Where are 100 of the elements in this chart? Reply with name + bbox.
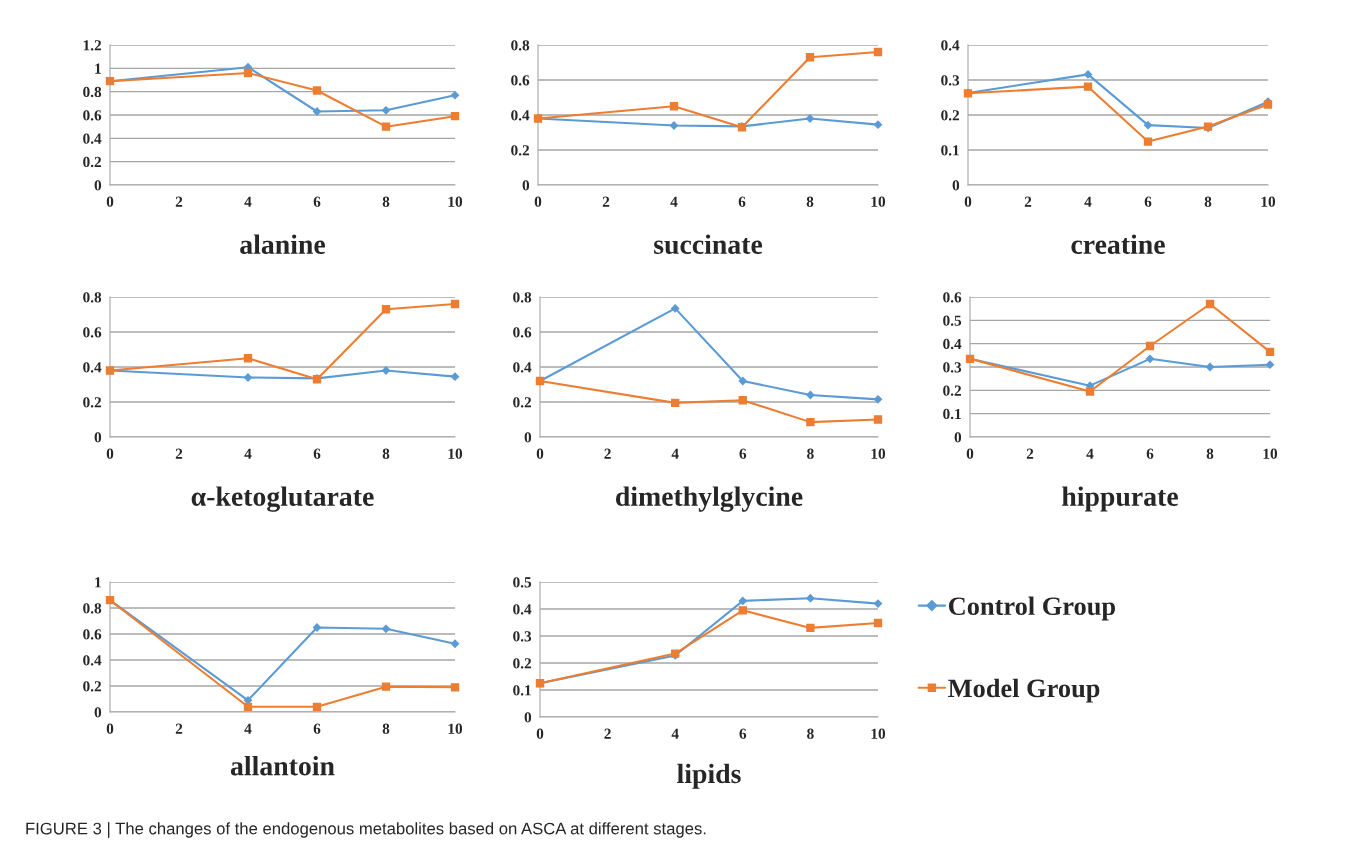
x-tick-label: 8 — [1204, 196, 1212, 207]
y-tick-label: 0 — [94, 707, 102, 718]
y-tick-label: 0.4 — [511, 110, 530, 121]
x-tick-label: 10 — [448, 196, 463, 207]
x-tick-label: 6 — [313, 196, 321, 207]
x-tick-label: 10 — [448, 448, 463, 459]
y-tick-label: 0.1 — [943, 408, 961, 420]
y-tick-label: 0.6 — [513, 327, 532, 338]
x-tick-label: 2 — [175, 196, 183, 207]
x-tick-label: 6 — [738, 196, 746, 207]
y-tick-label: 0.2 — [83, 397, 102, 408]
y-tick-label: 0.4 — [943, 338, 962, 350]
y-tick-label: 0.5 — [943, 315, 962, 326]
y-tick-label: 1 — [95, 63, 101, 74]
x-tick-label: 10 — [1263, 448, 1278, 459]
x-tick-label: 8 — [807, 448, 814, 459]
x-tick-label: 10 — [871, 196, 886, 207]
x-tick-label: 2 — [1024, 196, 1032, 207]
x-tick-label: 2 — [1026, 448, 1034, 459]
y-tick-label: 0.6 — [83, 110, 102, 121]
x-tick-label: 2 — [602, 196, 610, 207]
x-tick-label: 6 — [313, 448, 321, 459]
y-tick-label: 0.4 — [513, 362, 532, 373]
x-tick-label: 4 — [671, 448, 679, 459]
y-tick-label: 0.2 — [83, 681, 102, 692]
x-tick-label: 8 — [382, 448, 390, 459]
y-tick-label: 0.8 — [83, 86, 102, 98]
x-tick-label: 10 — [871, 448, 886, 459]
y-tick-label: 0.3 — [941, 75, 960, 86]
x-tick-label: 10 — [871, 728, 886, 739]
x-tick-label: 0 — [106, 448, 114, 459]
x-tick-label: 8 — [807, 728, 814, 739]
x-tick-label: 0 — [966, 448, 974, 459]
x-tick-label: 4 — [244, 448, 252, 459]
x-tick-label: 0 — [536, 448, 544, 459]
y-tick-label: 0.4 — [83, 133, 102, 144]
text: α-ketoglutarate — [191, 486, 374, 512]
x-tick-label: 10 — [1261, 196, 1276, 207]
y-tick-label: 0.6 — [83, 629, 102, 640]
y-tick-label: 0.2 — [941, 110, 960, 121]
y-tick-label: 0 — [522, 180, 530, 191]
x-tick-label: 4 — [1086, 448, 1094, 459]
y-tick-label: 0.2 — [511, 145, 530, 156]
text: lipids — [677, 763, 741, 789]
y-tick-label: 0 — [954, 432, 962, 443]
y-tick-label: 0.5 — [513, 577, 532, 588]
y-tick-label: 0 — [94, 180, 102, 191]
x-tick-label: 4 — [671, 728, 679, 739]
y-tick-label: 0.8 — [513, 292, 532, 303]
legend-label: Control Group — [948, 596, 1116, 621]
text: alanine — [240, 234, 325, 254]
y-tick-label: 0.2 — [943, 385, 962, 396]
y-tick-label: 1 — [95, 577, 101, 588]
y-tick-label: 0.6 — [511, 75, 530, 86]
x-tick-label: 2 — [175, 448, 183, 459]
y-tick-label: 0.6 — [83, 327, 102, 338]
y-tick-label: 0.4 — [941, 40, 960, 51]
y-tick-label: 0 — [524, 712, 532, 723]
y-tick-label: 0.8 — [83, 603, 102, 614]
x-tick-label: 6 — [1144, 196, 1152, 207]
legend-label: Model Group — [948, 678, 1100, 703]
y-tick-label: 0.2 — [83, 156, 102, 168]
x-tick-label: 0 — [536, 728, 544, 739]
x-tick-label: 6 — [739, 728, 747, 739]
y-tick-label: 0.3 — [943, 362, 962, 373]
y-tick-label: 0 — [94, 432, 102, 443]
text: dimethylglycine — [616, 486, 803, 512]
y-tick-label: 0.8 — [511, 40, 530, 51]
x-tick-label: 10 — [448, 723, 463, 734]
y-tick-label: 0.4 — [513, 604, 532, 615]
y-tick-label: 0 — [524, 432, 532, 443]
x-tick-label: 6 — [313, 723, 321, 734]
x-tick-label: 8 — [1206, 448, 1214, 459]
y-tick-label: 0.1 — [941, 145, 959, 156]
y-tick-label: 0.1 — [513, 685, 531, 696]
x-tick-label: 2 — [604, 448, 611, 459]
x-tick-label: 0 — [106, 723, 114, 734]
y-tick-label: 0.8 — [83, 292, 102, 303]
caption: FIGURE 3 | The changes of the endogenous metabolites based on ASCA at different stages. — [26, 822, 706, 838]
y-tick-label: 0.6 — [943, 292, 962, 303]
text: hippurate — [1062, 486, 1178, 512]
text: allantoin — [230, 755, 335, 776]
x-tick-label: 4 — [1084, 196, 1092, 207]
x-tick-label: 0 — [106, 196, 114, 207]
x-tick-label: 0 — [534, 196, 542, 207]
x-tick-label: 0 — [964, 196, 972, 207]
x-tick-label: 4 — [244, 723, 252, 734]
y-tick-label: 0.4 — [83, 362, 102, 373]
y-tick-label: 0 — [952, 180, 960, 191]
x-tick-label: 8 — [382, 723, 390, 734]
text: creatine — [1071, 234, 1165, 254]
y-tick-label: 0.2 — [513, 397, 532, 408]
y-tick-label: 0.3 — [513, 631, 532, 642]
x-tick-label: 2 — [604, 728, 611, 739]
x-tick-label: 6 — [739, 448, 747, 459]
text: succinate — [654, 234, 763, 255]
y-tick-label: 0.4 — [83, 655, 102, 666]
x-tick-label: 8 — [806, 196, 814, 207]
y-tick-label: 1.2 — [83, 40, 102, 51]
x-tick-label: 4 — [670, 196, 678, 207]
